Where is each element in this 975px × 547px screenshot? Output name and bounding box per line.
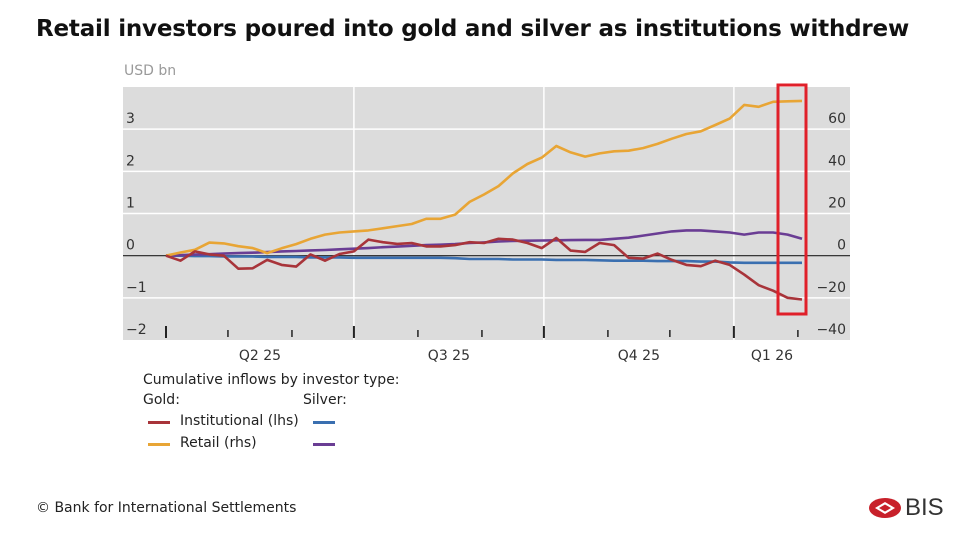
y-left-tick-label: 2 <box>126 153 135 169</box>
series-line-silver-institutional <box>166 254 802 265</box>
x-tick-label: Q3 25 <box>428 348 470 364</box>
legend-title: Cumulative inflows by investor type: <box>143 372 400 388</box>
legend-label-retail: Retail (rhs) <box>180 435 257 451</box>
unit-label: USD bn <box>124 63 177 79</box>
series-line-gold-institutional <box>165 236 803 301</box>
highlight-box <box>776 83 808 316</box>
legend-swatch-silver-retail <box>313 443 335 446</box>
x-tick-label: Q1 26 <box>751 348 793 364</box>
y-left-tick-label: 3 <box>126 111 135 127</box>
y-left-tick-label: −2 <box>126 322 147 338</box>
x-tick-label: Q4 25 <box>618 348 660 364</box>
y-left-tick-label: 1 <box>126 196 135 212</box>
y-right-tick-label: −40 <box>816 322 846 338</box>
x-tick-label: Q2 25 <box>239 348 281 364</box>
legend-group-silver: Silver: <box>303 392 347 408</box>
y-left-tick-label: −1 <box>126 280 147 296</box>
copyright-footer: © Bank for International Settlements <box>36 500 297 516</box>
legend-swatch-silver-institutional <box>313 421 335 424</box>
y-right-tick-label: 60 <box>828 111 846 127</box>
y-right-tick-label: 20 <box>828 196 846 212</box>
series-line-gold-retail <box>165 99 803 257</box>
legend-swatch-gold-retail <box>148 443 170 446</box>
bis-logo: BIS <box>868 494 944 522</box>
legend-swatch-gold-institutional <box>148 421 170 424</box>
chart-title: Retail investors poured into gold and si… <box>36 16 909 42</box>
y-left-tick-label: 0 <box>126 238 135 254</box>
bis-logo-text: BIS <box>905 494 944 521</box>
legend-label-institutional: Institutional (lhs) <box>180 413 299 429</box>
legend-group-gold: Gold: <box>143 392 180 408</box>
y-right-tick-label: −20 <box>816 280 846 296</box>
bis-logo-icon <box>869 498 901 518</box>
y-right-tick-label: 40 <box>828 153 846 169</box>
y-right-tick-label: 0 <box>837 238 846 254</box>
